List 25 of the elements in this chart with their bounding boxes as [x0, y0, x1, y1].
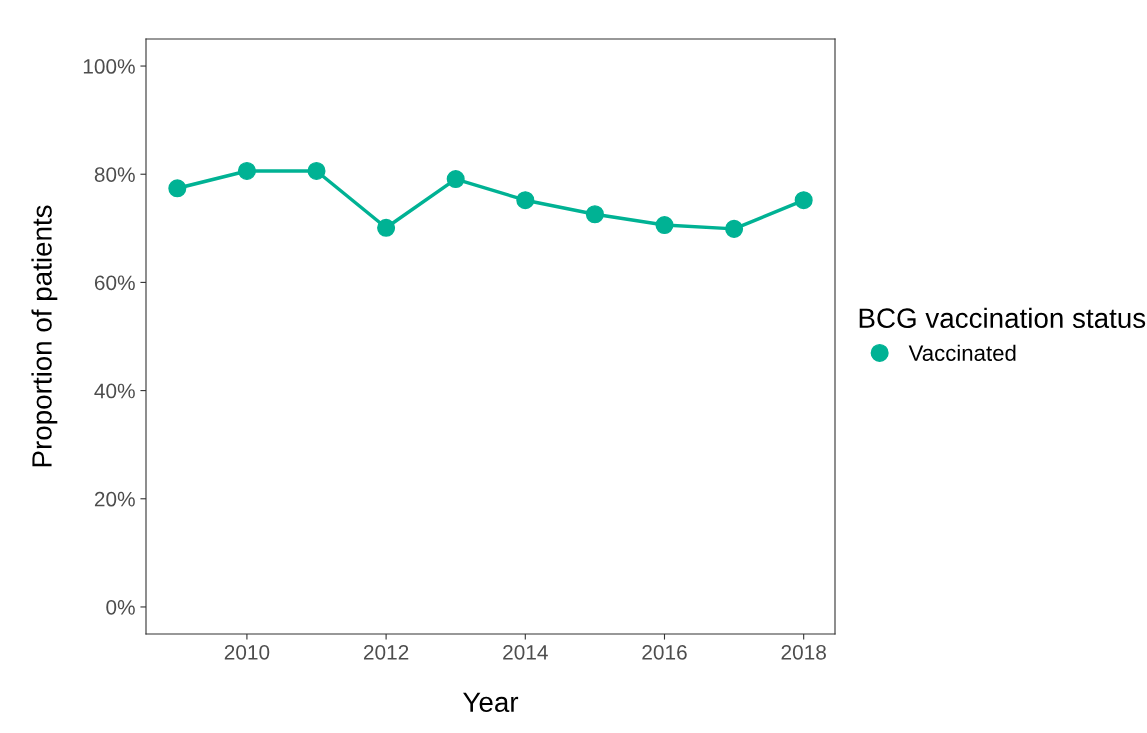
y-tick-label: 100% [83, 59, 135, 74]
point [585, 205, 604, 224]
point [655, 216, 674, 235]
y-tick-label: 0% [106, 599, 135, 615]
y-axis-title: Proportion of patients [31, 205, 58, 467]
point [516, 191, 535, 210]
point [237, 161, 256, 181]
x-tick-label: 2012 [363, 644, 409, 660]
point [377, 218, 396, 237]
point [446, 170, 465, 189]
legend-title: BCG vaccination status [859, 307, 1146, 329]
x-axis-title: Year [463, 692, 519, 713]
y-tick-label: 40% [94, 383, 135, 399]
point [725, 219, 744, 238]
point [794, 191, 813, 210]
y-tick-label: 60% [94, 275, 135, 291]
y-tick-label: 20% [94, 491, 135, 507]
x-tick-label: 2016 [642, 644, 687, 660]
point [307, 161, 326, 181]
y-tick-label: 80% [94, 167, 135, 182]
x-tick-label: 2018 [781, 644, 826, 660]
x-tick-label: 2014 [503, 644, 548, 660]
x-tick-label: 2010 [224, 644, 270, 660]
legend-label: Vaccinated [908, 344, 1016, 361]
point [168, 179, 187, 198]
